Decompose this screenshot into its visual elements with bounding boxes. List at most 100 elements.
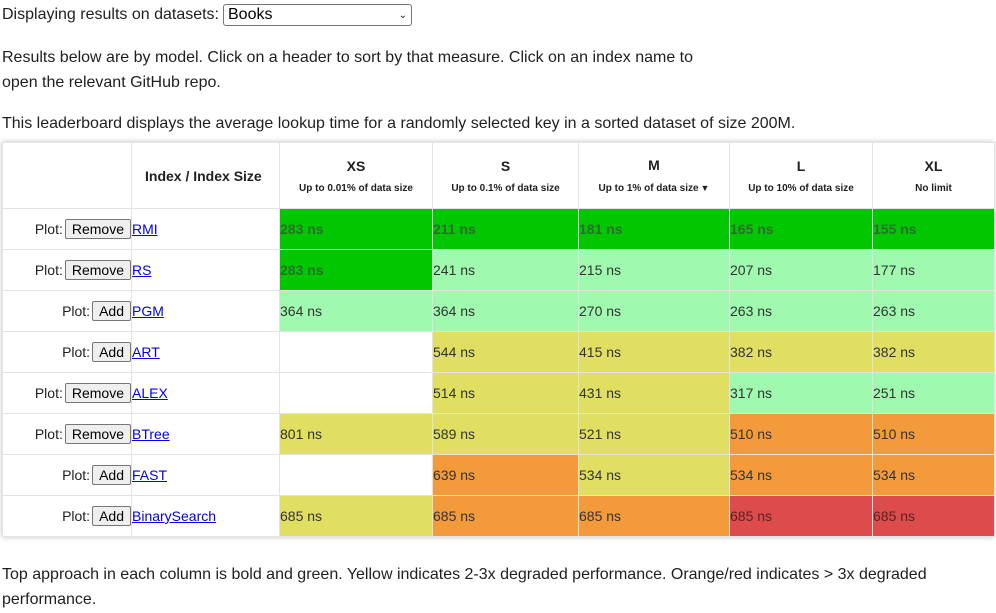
index-repo-link[interactable]: RS bbox=[132, 262, 152, 278]
table-row: Plot: Remove RMI 283 ns 211 ns 181 ns 165 ns 15… bbox=[2, 208, 995, 250]
lookup-time-cell: 382 ns bbox=[872, 331, 995, 373]
index-column-header[interactable]: Index / Index Size bbox=[131, 142, 280, 209]
index-name-cell: BinarySearch bbox=[131, 495, 280, 537]
lookup-time-cell: 382 ns bbox=[729, 331, 873, 373]
plot-label: Plot: bbox=[34, 426, 63, 442]
lookup-time-cell: 685 ns bbox=[432, 495, 579, 537]
column-subtitle: Up to 10% of data size bbox=[730, 183, 872, 195]
plot-label: Plot: bbox=[62, 303, 91, 319]
column-subtitle: Up to 0.1% of data size bbox=[433, 183, 578, 195]
lookup-time-cell: 263 ns bbox=[729, 290, 873, 332]
lookup-time-cell: 685 ns bbox=[872, 495, 995, 537]
plot-label: Plot: bbox=[34, 262, 63, 278]
lookup-time-cell: 181 ns bbox=[578, 208, 730, 250]
lookup-time-cell bbox=[279, 331, 433, 373]
remove-plot-button[interactable]: Remove bbox=[64, 424, 131, 444]
index-name-cell: BTree bbox=[131, 413, 280, 455]
column-title: M bbox=[648, 157, 660, 173]
lookup-time-cell: 801 ns bbox=[279, 413, 433, 455]
add-plot-button[interactable]: Add bbox=[92, 342, 131, 362]
table-row: Plot: Add ART 544 ns 415 ns 382 ns 382 ns bbox=[2, 331, 995, 373]
lookup-time-cell: 534 ns bbox=[578, 454, 730, 496]
add-plot-button[interactable]: Add bbox=[92, 506, 131, 526]
lookup-time-cell: 177 ns bbox=[872, 249, 995, 291]
column-subtitle-text: No limit bbox=[915, 182, 952, 194]
index-repo-link[interactable]: RMI bbox=[132, 221, 158, 237]
lookup-time-cell: 165 ns bbox=[729, 208, 873, 250]
plot-cell: Plot: Add bbox=[2, 331, 132, 373]
index-name-cell: ART bbox=[131, 331, 280, 373]
lookup-time-cell: 685 ns bbox=[279, 495, 433, 537]
plot-label: Plot: bbox=[62, 467, 91, 483]
add-plot-button[interactable]: Add bbox=[92, 465, 131, 485]
lookup-time-cell: 155 ns bbox=[872, 208, 995, 250]
intro-text: Results below are by model. Click on a h… bbox=[2, 49, 694, 91]
column-subtitle: Up to 1% of data size ▼ bbox=[579, 182, 729, 195]
lookup-time-cell: 431 ns bbox=[578, 372, 730, 414]
index-name-cell: RS bbox=[131, 249, 280, 291]
column-header-l[interactable]: L Up to 10% of data size bbox=[729, 142, 873, 209]
lookup-time-cell: 534 ns bbox=[729, 454, 873, 496]
column-header-s[interactable]: S Up to 0.1% of data size bbox=[432, 142, 579, 209]
plot-cell: Plot: Remove bbox=[2, 372, 132, 414]
lookup-time-cell: 251 ns bbox=[872, 372, 995, 414]
index-repo-link[interactable]: ART bbox=[132, 344, 160, 360]
lookup-time-cell: 317 ns bbox=[729, 372, 873, 414]
lookup-time-cell: 521 ns bbox=[578, 413, 730, 455]
leaderboard-body: Plot: Remove RMI 283 ns 211 ns 181 ns 165 ns 15… bbox=[2, 208, 995, 537]
dataset-select[interactable]: Books ⌄ bbox=[223, 4, 412, 26]
lookup-time-cell: 510 ns bbox=[872, 413, 995, 455]
leaderboard: Index / Index Size XS Up to 0.01% of data… bbox=[2, 142, 995, 537]
leaderboard-description: This leaderboard displays the average lo… bbox=[2, 115, 796, 132]
legend-note: Top approach in each column is bold and … bbox=[2, 566, 927, 608]
remove-plot-button[interactable]: Remove bbox=[64, 383, 131, 403]
column-header-xs[interactable]: XS Up to 0.01% of data size bbox=[279, 142, 433, 209]
lookup-time-cell bbox=[279, 372, 433, 414]
lookup-time-cell: 364 ns bbox=[432, 290, 579, 332]
remove-plot-button[interactable]: Remove bbox=[64, 260, 131, 280]
index-repo-link[interactable]: BTree bbox=[132, 426, 170, 442]
add-plot-button[interactable]: Add bbox=[92, 301, 131, 321]
plot-cell: Plot: Remove bbox=[2, 208, 132, 250]
index-repo-link[interactable]: PGM bbox=[132, 303, 164, 319]
index-repo-link[interactable]: ALEX bbox=[132, 385, 168, 401]
column-header-m[interactable]: M Up to 1% of data size ▼ bbox=[578, 142, 730, 209]
column-subtitle-text: Up to 0.01% of data size bbox=[299, 182, 413, 194]
plot-cell: Plot: Remove bbox=[2, 249, 132, 291]
column-header-xl[interactable]: XL No limit bbox=[872, 142, 995, 209]
plot-label: Plot: bbox=[34, 221, 63, 237]
lookup-time-cell: 241 ns bbox=[432, 249, 579, 291]
column-subtitle: Up to 0.01% of data size bbox=[280, 183, 432, 195]
lookup-time-cell: 514 ns bbox=[432, 372, 579, 414]
header-row: Index / Index Size XS Up to 0.01% of data… bbox=[2, 142, 995, 209]
plot-label: Plot: bbox=[62, 508, 91, 524]
table-row: Plot: Add BinarySearch 685 ns 685 ns 685 ns 68… bbox=[2, 495, 995, 537]
lookup-time-cell: 270 ns bbox=[578, 290, 730, 332]
table-row: Plot: Remove RS 283 ns 241 ns 215 ns 207 ns 177… bbox=[2, 249, 995, 291]
lookup-time-cell: 364 ns bbox=[279, 290, 433, 332]
column-subtitle: No limit bbox=[873, 183, 994, 195]
lookup-time-cell: 283 ns bbox=[279, 249, 433, 291]
lookup-time-cell: 685 ns bbox=[729, 495, 873, 537]
table-row: Plot: Add FAST 639 ns 534 ns 534 ns 534 ns bbox=[2, 454, 995, 496]
lookup-time-cell: 415 ns bbox=[578, 331, 730, 373]
lookup-time-cell: 211 ns bbox=[432, 208, 579, 250]
index-repo-link[interactable]: FAST bbox=[132, 467, 168, 483]
plot-label: Plot: bbox=[62, 344, 91, 360]
dataset-select-value: Books bbox=[228, 6, 273, 23]
index-name-cell: RMI bbox=[131, 208, 280, 250]
table-row: Plot: Remove BTree 801 ns 589 ns 521 ns 510 ns… bbox=[2, 413, 995, 455]
dataset-selector-label: Displaying results on datasets: bbox=[2, 6, 219, 23]
column-subtitle-text: Up to 10% of data size bbox=[748, 182, 854, 194]
remove-plot-button[interactable]: Remove bbox=[64, 219, 131, 239]
plot-label: Plot: bbox=[34, 385, 63, 401]
chevron-down-icon: ⌄ bbox=[398, 9, 407, 21]
column-title: XS bbox=[346, 157, 366, 174]
lookup-time-cell bbox=[279, 454, 433, 496]
column-title: L bbox=[796, 157, 806, 174]
index-repo-link[interactable]: BinarySearch bbox=[132, 508, 217, 524]
column-subtitle-text: Up to 1% of data size bbox=[598, 183, 699, 194]
index-name-cell: FAST bbox=[131, 454, 280, 496]
lookup-time-cell: 510 ns bbox=[729, 413, 873, 455]
lookup-time-cell: 589 ns bbox=[432, 413, 579, 455]
